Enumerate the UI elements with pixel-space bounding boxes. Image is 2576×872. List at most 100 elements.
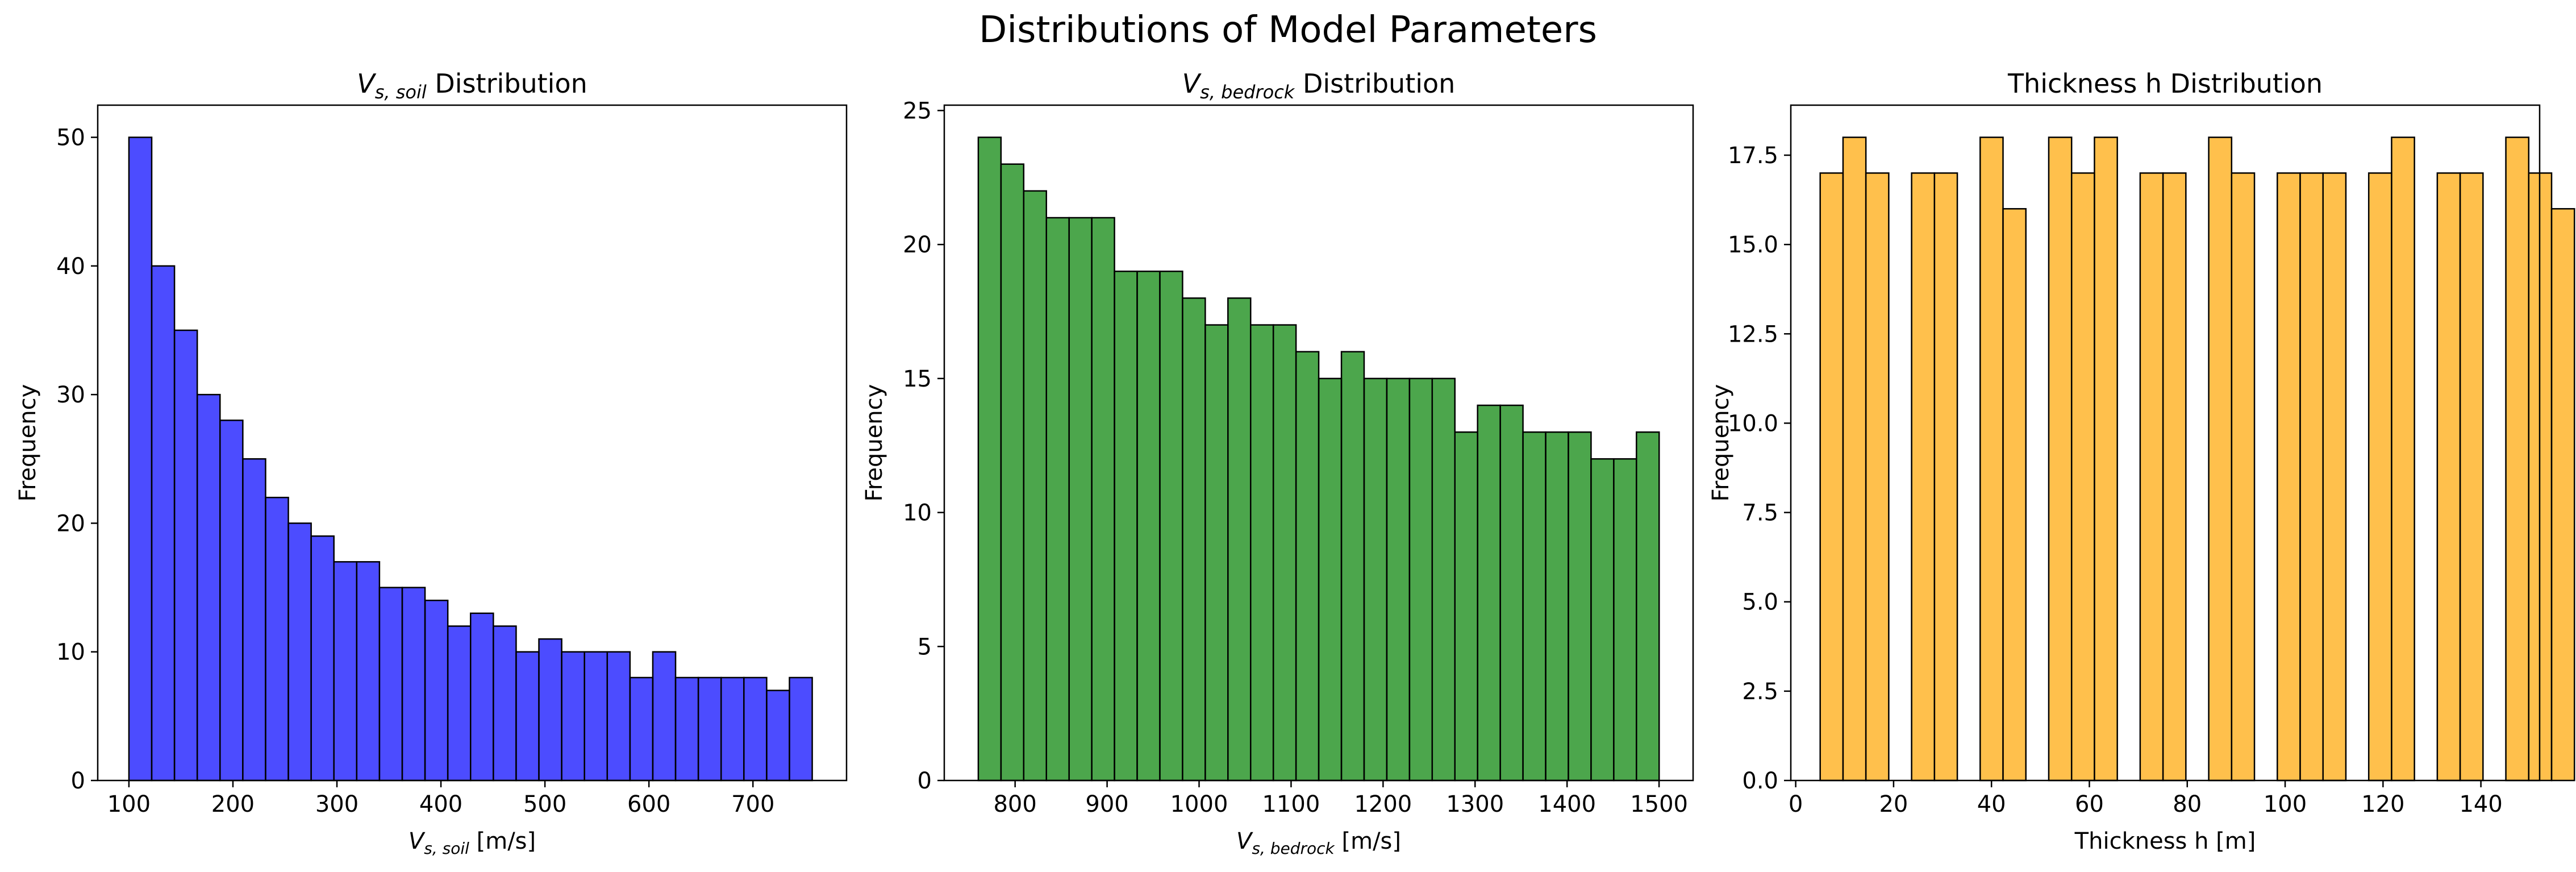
x-tick-label: 80 xyxy=(2173,791,2202,817)
histogram-bar xyxy=(606,651,631,782)
x-axis-label-vs-bedrock: Vs, bedrock [m/s] xyxy=(1236,828,1401,858)
histogram-bar xyxy=(265,496,289,782)
histogram-bar xyxy=(2231,172,2256,782)
histogram-bar xyxy=(1408,377,1433,782)
histogram-bar xyxy=(1911,172,1936,782)
histogram-bar xyxy=(2436,172,2461,782)
subplot-vs-soil: 100 200 300 400 500 600 700 0 10 20 30 40 50 Vs, soil… xyxy=(15,68,848,858)
y-tick-label: 7.5 xyxy=(1742,500,1778,526)
chart-title-thickness: Thickness h Distribution xyxy=(2007,68,2323,99)
histogram-bar xyxy=(333,561,358,782)
histogram-bar xyxy=(1295,351,1320,782)
histogram-bar xyxy=(1613,458,1637,782)
histogram-bar xyxy=(583,651,608,782)
subplot-vs-bedrock: 800 900 1000 1100 1200 1300 1400 1500 0 5 10 15 20 25… xyxy=(861,68,1694,858)
histogram-bar xyxy=(1499,404,1524,782)
histogram-bar xyxy=(401,587,426,782)
histogram-bar xyxy=(1933,172,1958,782)
y-axis-label-thickness: Frequency xyxy=(1708,384,1734,502)
y-axis-label-vs-soil: Frequency xyxy=(15,384,41,502)
subplot-thickness: 0 20 40 60 80 100 120 140 0.0 2.5 5.0 7.5 10.0 12.5 15… xyxy=(1708,68,2575,854)
histogram-bar xyxy=(1819,172,1844,782)
histogram-bar xyxy=(697,676,722,782)
histogram-bar xyxy=(219,420,244,782)
chart-title-vs-soil: Vs, soil Distribution xyxy=(357,68,587,103)
x-tick-label: 200 xyxy=(211,791,255,817)
histogram-bar xyxy=(287,522,312,782)
histogram-bar xyxy=(447,625,472,782)
histogram-bar xyxy=(1227,297,1252,782)
y-tick-label: 25 xyxy=(903,98,932,124)
chart-title-vs-bedrock-text: Distribution xyxy=(1294,68,1455,99)
histogram-bar xyxy=(242,458,266,782)
x-axis-label-vs-soil: Vs, soil [m/s] xyxy=(409,828,536,858)
histogram-bar xyxy=(629,676,654,782)
y-tick-label: 20 xyxy=(903,232,932,258)
y-axis-label-vs-bedrock: Frequency xyxy=(861,384,887,502)
y-tick-label: 0 xyxy=(71,768,85,794)
y-tick-label: 5.0 xyxy=(1742,589,1778,616)
histogram-bar xyxy=(2391,136,2415,782)
x-tick-label: 1000 xyxy=(1170,791,1228,817)
histogram-bar xyxy=(493,625,517,782)
y-tick-label: 40 xyxy=(56,254,85,280)
y-tick-label: 2.5 xyxy=(1742,679,1778,705)
histogram-bar xyxy=(196,393,221,782)
histogram-bar xyxy=(2070,172,2095,782)
histogram-bar xyxy=(1204,324,1229,782)
y-tick-label: 15 xyxy=(903,366,932,392)
histogram-bar xyxy=(1636,431,1660,782)
y-tick-label: 0.0 xyxy=(1742,768,1778,794)
y-tick-label: 0 xyxy=(918,768,932,794)
histogram-bar xyxy=(977,136,1002,782)
histogram-bar xyxy=(1000,163,1025,782)
y-tick-label: 10 xyxy=(56,640,85,666)
histogram-bar xyxy=(1842,136,1867,782)
x-tick-label: 100 xyxy=(2264,791,2307,817)
y-tick-label: 20 xyxy=(56,510,85,537)
histogram-bar xyxy=(1568,431,1592,782)
x-axis-label-vs-soil-subscript: s, soil xyxy=(424,839,469,858)
histogram-bar xyxy=(743,676,768,782)
histogram-bar xyxy=(310,535,335,782)
histogram-bar xyxy=(1091,217,1115,782)
histogram-bar xyxy=(2277,172,2301,782)
histogram-bar xyxy=(2139,172,2164,782)
histogram-bar xyxy=(515,651,540,782)
histogram-bar xyxy=(173,329,198,782)
histogram-bar xyxy=(1340,351,1365,782)
chart-title-thickness-text: Thickness h Distribution xyxy=(2007,68,2323,99)
x-axis-label-vs-bedrock-subscript: s, bedrock xyxy=(1252,839,1335,858)
x-axis-label-vs-bedrock-symbol: V xyxy=(1236,828,1253,854)
histogram-bar xyxy=(2367,172,2392,782)
y-tick-label: 17.5 xyxy=(1728,143,1778,169)
histogram-bar xyxy=(2322,172,2347,782)
x-tick-label: 100 xyxy=(107,791,151,817)
histogram-bar xyxy=(1136,271,1161,782)
histogram-bar xyxy=(356,561,381,782)
x-tick-label: 20 xyxy=(1879,791,1908,817)
axes-frame xyxy=(97,104,848,782)
histogram-bar xyxy=(151,265,176,782)
x-tick-label: 1200 xyxy=(1354,791,1412,817)
histogram-bar xyxy=(720,676,745,782)
x-tick-label: 0 xyxy=(1789,791,1803,817)
x-tick-label: 60 xyxy=(2075,791,2104,817)
histogram-bar xyxy=(1114,271,1138,782)
histogram-bar xyxy=(1068,217,1093,782)
histogram-bar xyxy=(1318,377,1343,782)
histogram-bar xyxy=(561,651,585,782)
x-tick-label: 1500 xyxy=(1630,791,1688,817)
histogram-bar xyxy=(1363,377,1388,782)
histogram-bar xyxy=(1159,271,1183,782)
x-tick-label: 140 xyxy=(2459,791,2502,817)
x-tick-label: 1300 xyxy=(1446,791,1504,817)
x-axis-label-vs-soil-symbol: V xyxy=(409,828,426,854)
histogram-bar xyxy=(1045,217,1070,782)
y-tick-label: 30 xyxy=(56,382,85,408)
x-tick-label: 1400 xyxy=(1538,791,1596,817)
axes-frame xyxy=(1790,104,2541,782)
histogram-bar xyxy=(2094,136,2118,782)
chart-title-vs-soil-symbol: V xyxy=(357,68,377,99)
